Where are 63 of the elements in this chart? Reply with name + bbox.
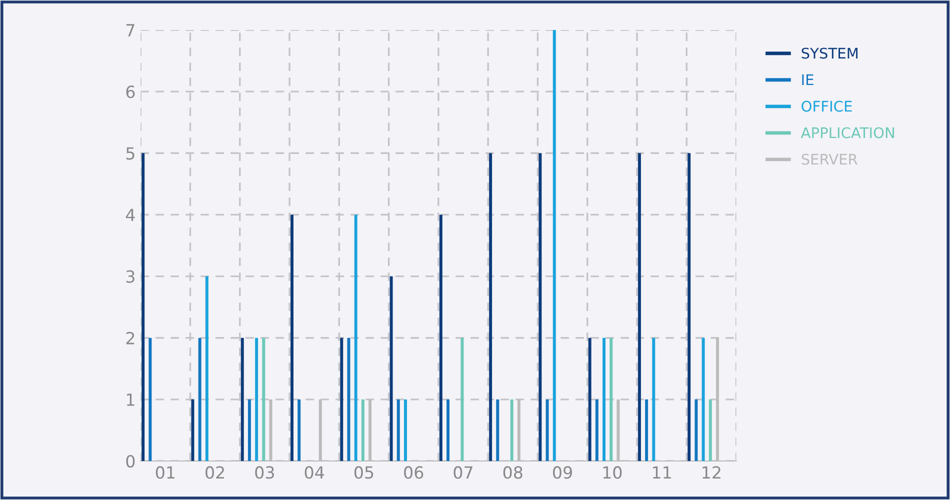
- bar: [638, 153, 641, 461]
- bar: [489, 153, 492, 461]
- y-tick-label: 4: [126, 208, 135, 222]
- x-tick-label: 07: [454, 466, 472, 479]
- bar: [688, 153, 691, 461]
- bar: [460, 338, 464, 461]
- bar: [510, 399, 514, 461]
- bar: [354, 214, 358, 461]
- bar: [205, 276, 208, 461]
- y-tick-label: 7: [126, 24, 134, 36]
- bar: [240, 338, 244, 461]
- x-tick-label: 05: [354, 466, 374, 479]
- x-tick-label: 02: [206, 466, 224, 479]
- x-tick-label: 12: [702, 466, 720, 479]
- x-tick-label: 01: [156, 466, 174, 479]
- bar: [340, 338, 344, 461]
- legend-label: SERVER: [802, 154, 858, 165]
- y-tick-label: 2: [126, 332, 134, 344]
- bar: [142, 153, 145, 461]
- bar: [446, 399, 450, 461]
- bar: [404, 399, 407, 461]
- bar: [298, 399, 301, 461]
- bar: [702, 338, 705, 461]
- bar: [652, 338, 656, 461]
- legend-label: APPLICATION: [800, 127, 894, 138]
- bar: [148, 338, 152, 461]
- legend-label: OFFICE: [802, 100, 852, 112]
- bar: [396, 399, 400, 461]
- y-tick-label: 1: [126, 394, 134, 406]
- bar: [390, 276, 393, 461]
- x-tick-label: 09: [553, 466, 572, 479]
- bar: [552, 30, 556, 461]
- bar: [496, 399, 500, 461]
- x-tick-label: 03: [255, 466, 274, 479]
- bar: [347, 338, 350, 461]
- bar: [439, 214, 442, 461]
- bar: [262, 338, 266, 461]
- bar: [198, 338, 202, 461]
- x-tick-label: 06: [404, 466, 424, 479]
- bar: [255, 338, 258, 461]
- bar: [538, 153, 542, 461]
- y-tick-label: 3: [126, 270, 134, 283]
- bar: [645, 399, 648, 461]
- bar: [602, 338, 606, 461]
- x-tick-label: 11: [653, 466, 671, 479]
- legend-label: SYSTEM: [802, 48, 858, 59]
- bar: [290, 214, 294, 461]
- x-tick-label: 04: [304, 466, 324, 479]
- bar: [361, 399, 364, 461]
- x-tick-label: 08: [503, 466, 522, 479]
- bar: [610, 338, 613, 461]
- bar: [595, 399, 598, 461]
- bar: [546, 399, 549, 461]
- bar: [588, 338, 592, 461]
- y-tick-label: 5: [126, 147, 134, 160]
- legend-label: IE: [802, 74, 814, 86]
- bar: [694, 399, 698, 461]
- x-tick-label: 10: [603, 466, 622, 479]
- y-tick-label: 0: [126, 454, 135, 468]
- bar: [708, 399, 712, 461]
- bar: [191, 399, 194, 461]
- bar: [248, 399, 251, 461]
- y-tick-label: 6: [126, 86, 135, 98]
